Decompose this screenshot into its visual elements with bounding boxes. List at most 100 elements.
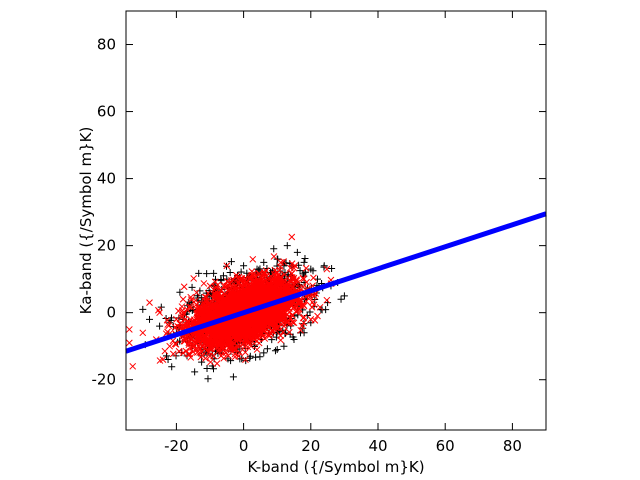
y-tick-label: 20: [97, 237, 116, 255]
cross-marker: [207, 358, 214, 366]
cross-marker: [204, 337, 212, 345]
cross-marker: [214, 347, 222, 355]
plus-marker: [167, 316, 175, 324]
cross-marker: [254, 334, 261, 342]
cross-marker: [239, 292, 247, 300]
y-axis-ticks: -20 0 20 40 60 80: [92, 36, 546, 389]
cross-marker: [253, 346, 261, 353]
plus-marker: [271, 347, 279, 355]
cross-marker: [255, 270, 263, 278]
cross-marker: [290, 319, 298, 327]
x-tick-label: 0: [239, 437, 249, 455]
cross-marker: [187, 293, 195, 301]
cross-marker: [285, 328, 293, 336]
x-axis-label: K-band ({/Symbol m}K): [247, 458, 424, 476]
cross-marker: [213, 310, 220, 318]
cross-marker: [268, 287, 276, 295]
cross-marker: [219, 340, 227, 347]
x-tick-label: 20: [301, 437, 320, 455]
plus-marker: [300, 258, 308, 266]
cross-marker: [139, 329, 147, 337]
cross-marker: [126, 326, 133, 333]
cross-marker: [201, 293, 209, 301]
cross-marker: [273, 279, 281, 286]
cross-marker: [203, 315, 211, 323]
cross-marker: [257, 329, 265, 336]
cross-marker: [166, 342, 174, 350]
cross-marker: [260, 269, 268, 276]
cross-marker: [186, 344, 194, 352]
cross-marker: [267, 273, 275, 280]
cross-marker: [185, 350, 192, 358]
plus-marker: [263, 345, 271, 353]
cross-marker: [267, 329, 274, 337]
cross-marker: [179, 349, 187, 357]
plus-marker: [340, 292, 348, 300]
cross-marker: [249, 255, 257, 263]
cross-marker: [290, 264, 298, 272]
cross-marker: [257, 274, 265, 282]
plus-marker: [309, 267, 317, 275]
y-tick-label: -20: [92, 371, 117, 389]
cross-marker: [293, 307, 301, 315]
cross-marker: [274, 324, 281, 332]
cross-marker: [242, 356, 249, 364]
plus-marker: [295, 261, 303, 269]
plus-marker: [168, 363, 176, 371]
cross-marker: [302, 297, 310, 305]
cross-marker: [226, 328, 233, 336]
cross-marker: [181, 315, 189, 323]
cross-marker: [204, 329, 212, 336]
cross-marker: [193, 314, 201, 322]
cross-marker: [232, 301, 240, 309]
cross-marker: [276, 278, 283, 286]
cross-marker: [241, 298, 248, 306]
cross-marker: [273, 269, 281, 276]
x-tick-label: 40: [368, 437, 387, 455]
cross-marker: [165, 322, 173, 330]
y-axis-label: Ka-band ({/Symbol m}K): [77, 127, 95, 315]
plus-marker: [273, 346, 281, 354]
plus-marker: [164, 355, 172, 363]
cross-marker: [223, 262, 231, 270]
plus-marker: [195, 269, 203, 277]
cross-marker: [270, 284, 278, 292]
cross-marker: [193, 339, 200, 347]
cross-marker: [307, 316, 315, 323]
cross-marker: [233, 334, 241, 342]
x-tick-label: 80: [503, 437, 522, 455]
cross-marker: [292, 301, 300, 309]
cross-marker: [261, 293, 269, 301]
cross-marker: [263, 316, 271, 323]
cross-marker: [263, 313, 271, 321]
plus-marker: [270, 245, 278, 253]
cross-marker: [228, 276, 235, 284]
y-tick-label: 40: [97, 170, 116, 188]
cross-marker: [159, 356, 167, 363]
plus-marker: [243, 269, 251, 277]
plus-marker: [242, 357, 250, 365]
plus-marker: [203, 364, 211, 372]
cross-marker: [196, 344, 204, 352]
cross-marker: [198, 307, 206, 315]
cross-marker: [251, 278, 259, 286]
cross-marker: [248, 293, 255, 301]
cross-marker: [224, 352, 232, 360]
cross-marker: [187, 303, 195, 311]
cross-marker: [283, 288, 291, 295]
plus-marker: [301, 255, 309, 263]
cross-marker: [233, 305, 241, 313]
cross-marker: [163, 316, 171, 324]
cross-marker: [212, 337, 219, 345]
fit-line: [125, 211, 547, 354]
cross-marker: [283, 305, 290, 313]
cross-marker: [226, 322, 234, 330]
cross-marker: [264, 278, 271, 286]
cross-marker: [187, 316, 194, 323]
cross-marker: [288, 233, 296, 241]
plus-marker: [217, 276, 225, 284]
cross-marker: [246, 275, 254, 283]
plus-marker: [226, 268, 234, 276]
cross-marker: [249, 317, 256, 324]
x-tick-label: -20: [164, 437, 189, 455]
